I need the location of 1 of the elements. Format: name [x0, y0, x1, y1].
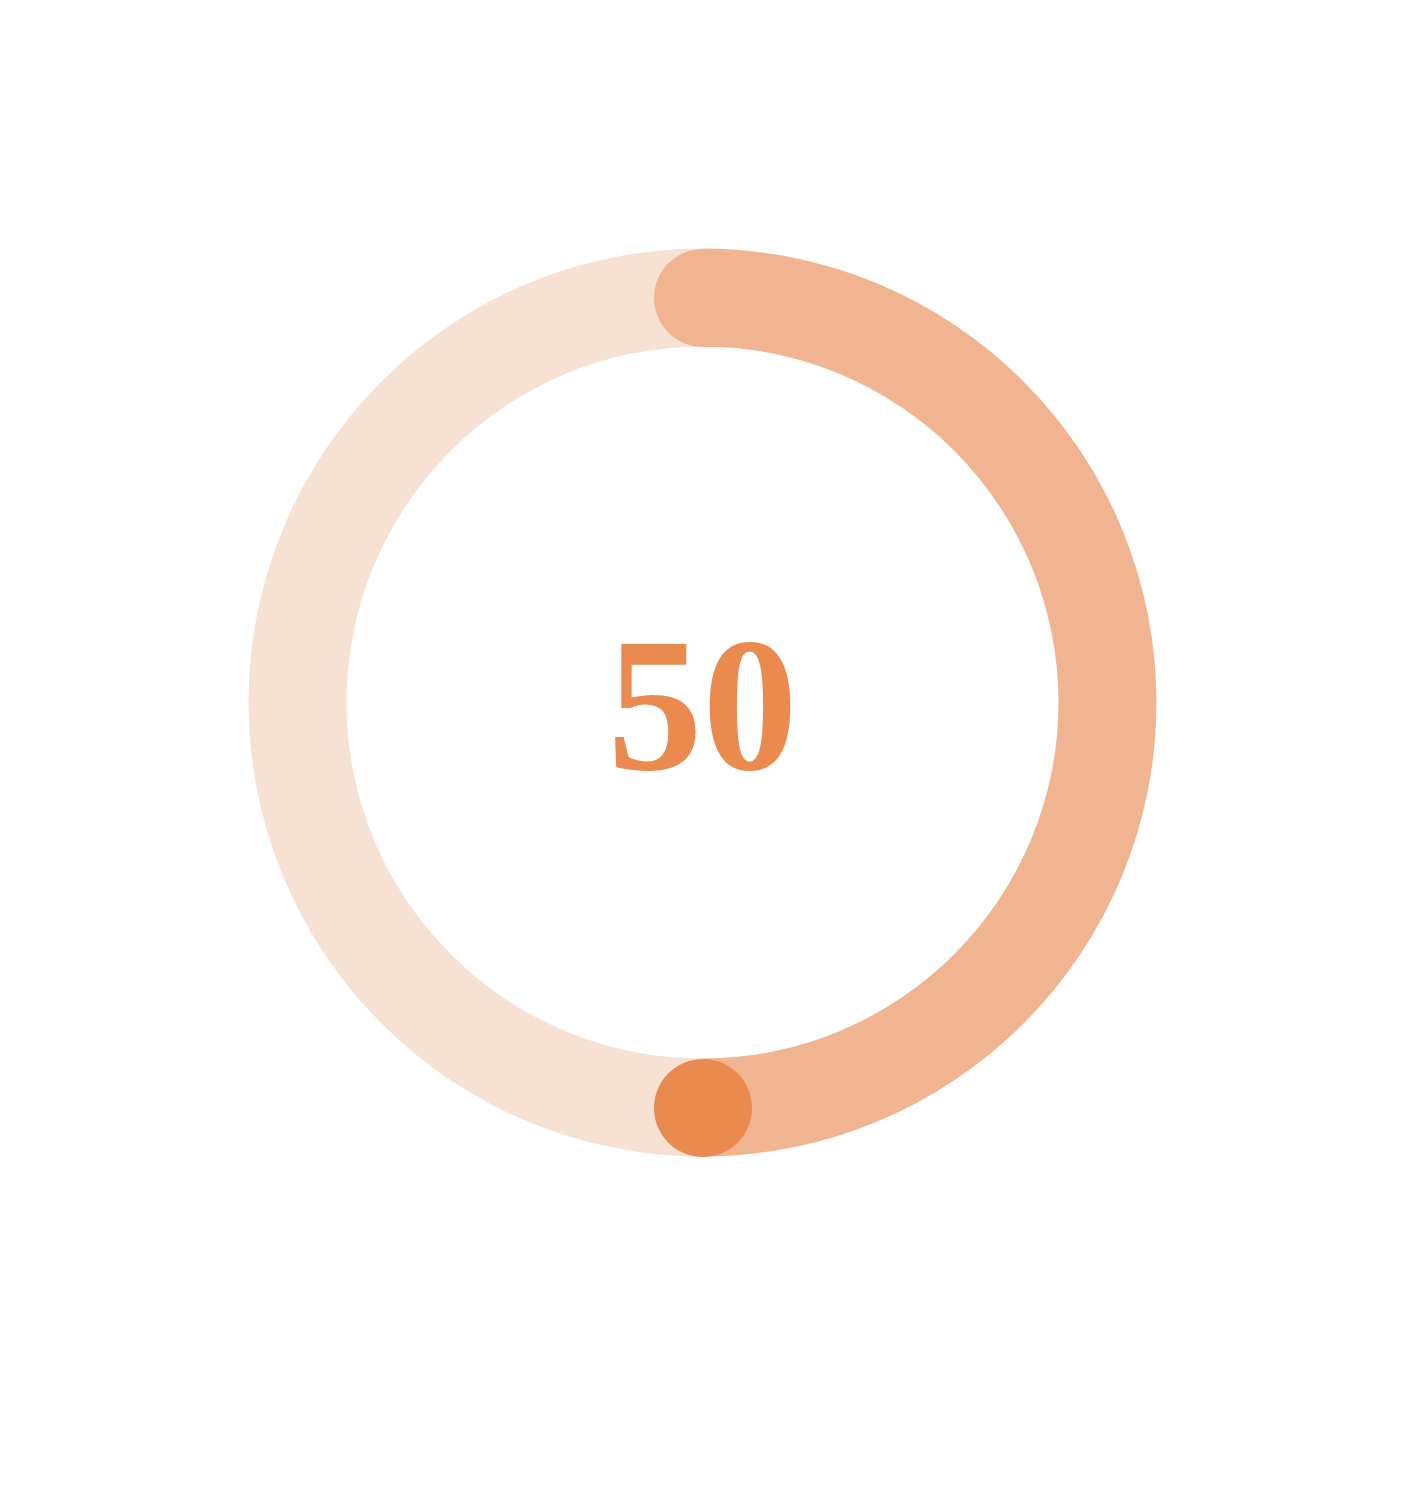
text: 50: [607, 599, 798, 810]
